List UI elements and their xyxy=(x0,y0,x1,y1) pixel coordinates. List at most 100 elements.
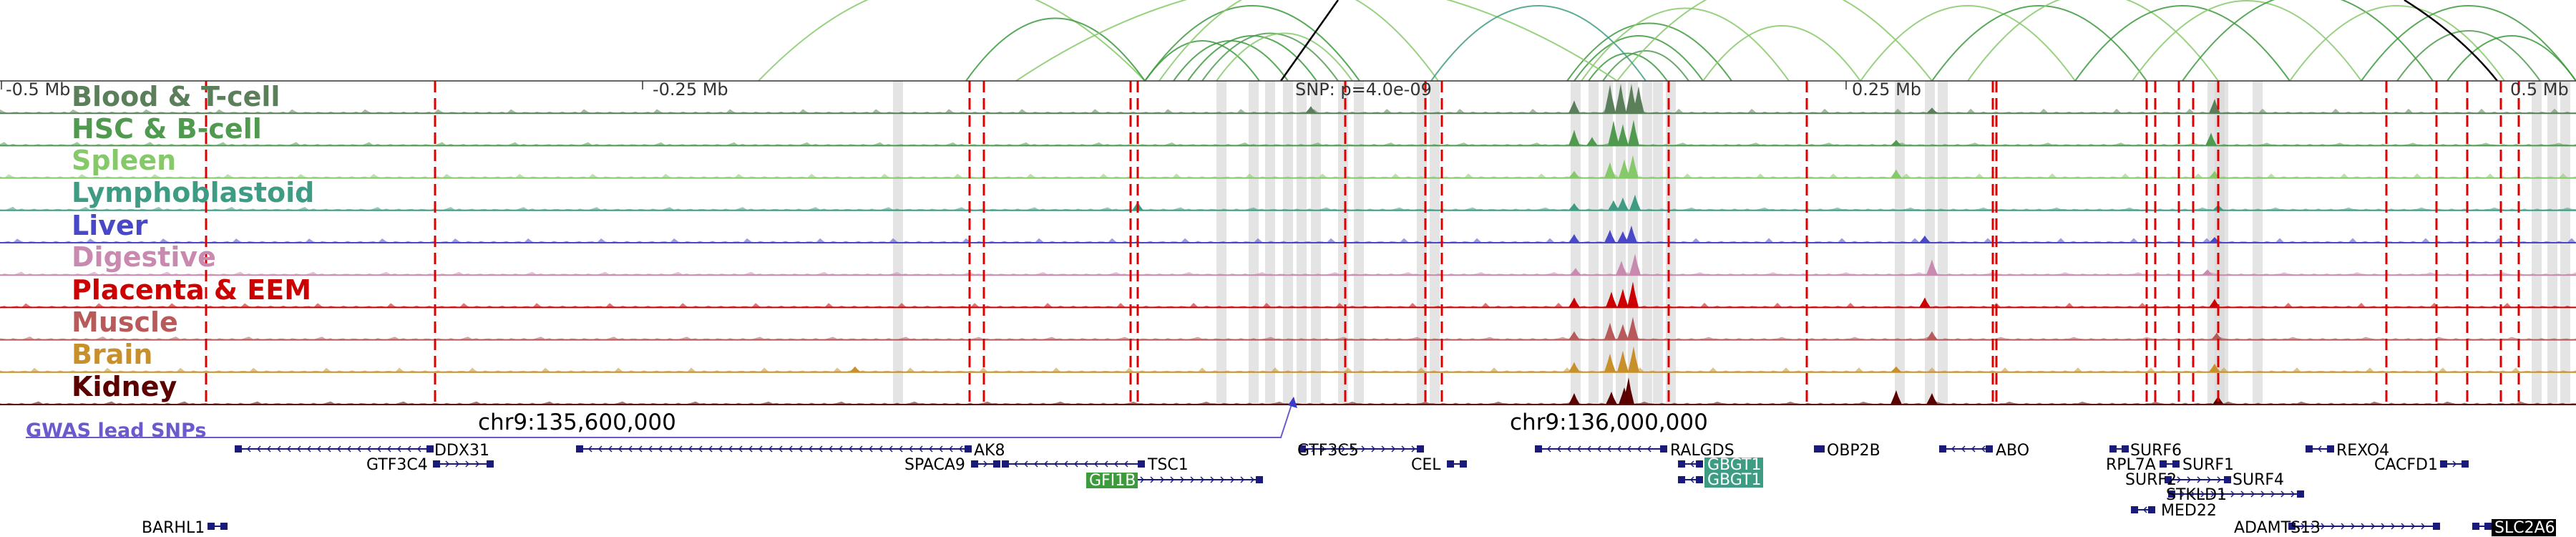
gene-label-abo: ABO xyxy=(1996,442,2029,460)
gene-label-stkld1: STKLD1 xyxy=(2166,486,2227,504)
gene-label-ralgds: RALGDS xyxy=(1670,442,1735,460)
gene-model xyxy=(2440,460,2469,468)
interaction-arc xyxy=(1574,35,1704,82)
interaction-arc xyxy=(758,0,1146,82)
track-labels: Blood & T-cell HSC & B-cell Spleen Lymph… xyxy=(72,81,314,402)
gene-label-cacfd1: CACFD1 xyxy=(2374,456,2438,474)
interaction-arc xyxy=(1144,40,1260,82)
gene-model xyxy=(208,523,228,530)
track-label-kidney: Kidney xyxy=(72,371,177,402)
track-label-digestive: Digestive xyxy=(72,241,216,273)
gene-model xyxy=(1447,460,1467,468)
gene-label-surf1: SURF1 xyxy=(2182,456,2234,474)
track-label-hsc-b-cell: HSC & B-cell xyxy=(72,113,262,145)
gene-label-ak8: AK8 xyxy=(974,442,1005,460)
interaction-arc xyxy=(1702,25,1861,82)
gene-label-gbgt1-a: GBGT1 xyxy=(1707,456,1761,474)
gene-label-spaca9: SPACA9 xyxy=(904,456,965,474)
interaction-arc xyxy=(1616,0,1933,82)
track-label-placenta-eem: Placenta & EEM xyxy=(72,274,311,306)
signal-track xyxy=(0,377,2576,405)
gwas-snp-marker xyxy=(1288,397,1297,408)
interaction-arc xyxy=(1015,0,1618,82)
gene-model xyxy=(1678,460,1703,468)
gene-model xyxy=(2306,445,2334,453)
gene-model xyxy=(1299,445,1424,453)
gene-model xyxy=(2168,490,2304,498)
gene-label-surf4: SURF4 xyxy=(2233,471,2284,489)
gene-label-barhl1: BARHL1 xyxy=(142,519,205,537)
track-label-liver: Liver xyxy=(72,210,148,241)
gene-label-adamts13: ADAMTS13 xyxy=(2234,519,2321,537)
gene-label-gtf3c4: GTF3C4 xyxy=(366,456,428,474)
interaction-arc xyxy=(1581,7,1790,82)
axis-tick-minus-025: -0.25 Mb xyxy=(653,79,728,100)
gene-model xyxy=(2160,460,2180,468)
gene-label-med22: MED22 xyxy=(2161,502,2217,520)
track-label-lymphoblastoid: Lymphoblastoid xyxy=(72,177,314,208)
genomic-position-right: chr9:136,000,000 xyxy=(1510,410,1708,435)
gene-model xyxy=(1002,460,1145,468)
gene-highlight-gfi1b xyxy=(1086,473,1138,488)
snp-pvalue-label: SNP: p=4.0e-09 xyxy=(1295,79,1432,100)
track-label-muscle: Muscle xyxy=(72,306,178,338)
gwas-lead-snps-label: GWAS lead SNPs xyxy=(26,420,206,442)
interaction-arc xyxy=(2182,0,2434,82)
gene-model xyxy=(576,445,972,453)
signal-track xyxy=(0,120,2576,147)
gene-label-surf6: SURF6 xyxy=(2130,442,2182,460)
gene-highlight-gbgt1-b xyxy=(1704,473,1763,488)
interaction-arc xyxy=(1216,32,1353,82)
interaction-arc xyxy=(1602,50,1689,82)
gene-model xyxy=(2109,445,2129,453)
gene-label-surf2: SURF2 xyxy=(2125,471,2177,489)
track-label-brain: Brain xyxy=(72,339,152,370)
interaction-arc xyxy=(1201,32,1339,82)
gene-label-ddx31: DDX31 xyxy=(434,442,489,460)
interaction-arc xyxy=(2289,5,2505,82)
gene-model xyxy=(971,460,1000,468)
gene-label-gtf3c5: GTF3C5 xyxy=(1297,442,1359,460)
gene-highlight-slc2a6 xyxy=(2492,519,2556,536)
interaction-arc xyxy=(2132,0,2362,82)
gene-model xyxy=(2472,523,2492,530)
gene-label-cel: CEL xyxy=(1411,456,1441,474)
interaction-arc xyxy=(1158,0,1439,82)
interaction-arc xyxy=(2446,35,2576,82)
interaction-arc xyxy=(2361,5,2576,82)
interaction-arc xyxy=(1931,5,2147,82)
track-label-blood-t-cell: Blood & T-cell xyxy=(72,81,280,112)
interaction-arc xyxy=(1860,5,2076,82)
gene-model xyxy=(1535,445,1667,453)
gene-model xyxy=(2288,523,2440,530)
gene-model xyxy=(235,445,434,453)
interaction-arc xyxy=(1566,22,1732,82)
axis-tick-minus-050: -0.5 Mb xyxy=(6,79,70,100)
axis-tick-plus-050: 0.5 Mb xyxy=(2510,79,2569,100)
gene-model xyxy=(1678,476,1703,483)
interaction-arc xyxy=(1967,0,2219,82)
axis-tick-plus-025: 0.25 Mb xyxy=(1852,79,1921,100)
gene-model xyxy=(1939,445,1993,453)
interaction-arcs xyxy=(758,0,2576,82)
red-marker-lines xyxy=(205,81,2520,405)
gene-highlight-gbgt1-a xyxy=(1704,458,1763,473)
gene-model xyxy=(2165,476,2231,483)
gene-label-slc2a6: SLC2A6 xyxy=(2494,519,2555,537)
gene-model xyxy=(433,460,494,468)
interaction-arc xyxy=(1588,52,1668,82)
interaction-arc xyxy=(1144,5,1360,82)
interaction-arc xyxy=(2396,30,2541,82)
interaction-arc xyxy=(2074,5,2290,82)
gene-model xyxy=(2131,506,2155,513)
signal-track xyxy=(0,346,2576,373)
track-label-spleen: Spleen xyxy=(72,145,176,176)
gwas-connector-line xyxy=(26,402,1293,438)
gene-label-gfi1b: GFI1B xyxy=(1089,472,1136,490)
interaction-arc xyxy=(965,17,1146,82)
gene-label-rexo4: REXO4 xyxy=(2336,442,2389,460)
genomic-position-left: chr9:135,600,000 xyxy=(478,410,676,435)
interaction-arc xyxy=(1430,5,1646,82)
gene-label-gbgt1-b: GBGT1 xyxy=(1707,471,1761,489)
